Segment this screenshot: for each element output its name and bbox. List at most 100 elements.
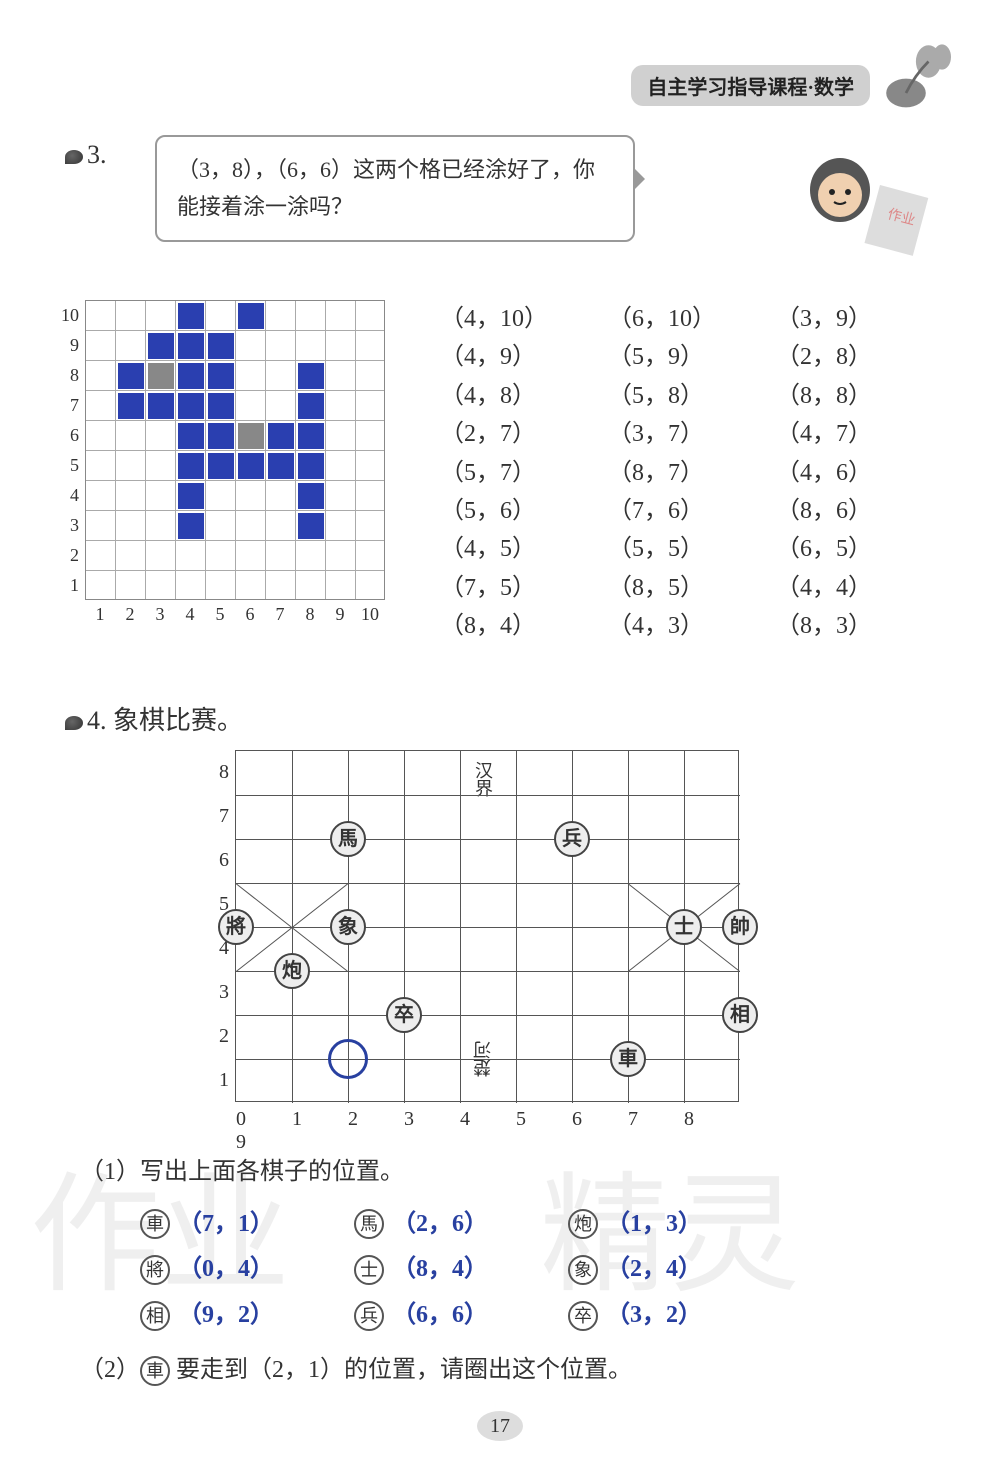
piece-icon: 卒	[568, 1301, 598, 1331]
grid-cell	[208, 333, 234, 359]
bullet-icon	[65, 716, 83, 730]
piece-icon: 士	[354, 1255, 384, 1285]
grid-cell	[148, 393, 174, 419]
coord-text: （2，8）	[776, 338, 906, 376]
page-header: 自主学习指导课程·数学	[631, 65, 870, 106]
chess-piece: 炮	[274, 953, 310, 989]
chess-piece: 將	[218, 909, 254, 945]
grid-cell	[298, 453, 324, 479]
question-4-label: 4. 象棋比赛。	[65, 700, 243, 737]
coord-text: （5，6）	[440, 492, 570, 530]
grid-y-axis: 10987654321	[55, 300, 79, 600]
answer-item: 卒 （3，2）	[568, 1293, 702, 1339]
coord-text: （4，8）	[440, 377, 570, 415]
answer-item: 馬 （2，6）	[354, 1202, 488, 1248]
coord-text: （8，7）	[608, 454, 738, 492]
coord-text: （4，9）	[440, 338, 570, 376]
grid-cell	[238, 303, 264, 329]
piece-icon: 馬	[354, 1209, 384, 1239]
grid-cell	[298, 513, 324, 539]
grid-cell	[148, 363, 174, 389]
chess-x-axis: 0123456789	[213, 1108, 739, 1154]
coord-text: （8，3）	[776, 607, 906, 645]
answer-item: 將（0，4）	[140, 1247, 274, 1293]
grid-cell	[298, 483, 324, 509]
grid-cell	[178, 303, 204, 329]
piece-icon: 車	[140, 1209, 170, 1239]
coord-text: （5，7）	[440, 454, 570, 492]
grid-cell	[118, 363, 144, 389]
sub-question-2: （2）車 要走到（2，1）的位置，请圈出这个位置。	[80, 1348, 940, 1394]
mascot-icon	[870, 30, 960, 120]
coord-text: （2，7）	[440, 415, 570, 453]
grid-cell	[178, 483, 204, 509]
grid-cell	[268, 423, 294, 449]
grid-cell	[178, 333, 204, 359]
grid-cell	[208, 363, 234, 389]
sub-question-1: （1）写出上面各棋子的位置。	[80, 1150, 940, 1196]
coordinate-list: （4，10）（6，10）（3，9）（4，9）（5，9）（2，8）（4，8）（5，…	[440, 300, 906, 646]
grid-cell	[298, 393, 324, 419]
coord-text: （8，5）	[608, 569, 738, 607]
answer-item: 車 （7，1）	[140, 1202, 274, 1248]
chess-piece: 車	[610, 1041, 646, 1077]
grid-cell	[238, 453, 264, 479]
answer-item: 兵 （6，6）	[354, 1293, 488, 1339]
answer-value: （6，6）	[392, 1293, 488, 1339]
coord-text: （3，9）	[776, 300, 906, 338]
coord-text: （8，6）	[776, 492, 906, 530]
grid-cell	[298, 423, 324, 449]
grid-cell	[208, 423, 234, 449]
coord-text: （4，3）	[608, 607, 738, 645]
character-icon: 作业	[780, 130, 940, 270]
bullet-icon	[65, 150, 83, 164]
grid-cell	[178, 453, 204, 479]
speech-bubble: （3，8），（6，6）这两个格已经涂好了，你能接着涂一涂吗？	[155, 135, 635, 242]
chess-piece: 士	[666, 909, 702, 945]
answer-value: （9，2）	[178, 1293, 274, 1339]
coord-text: （4，7）	[776, 415, 906, 453]
grid-cell	[148, 333, 174, 359]
coord-text: （5，9）	[608, 338, 738, 376]
chess-piece: 馬	[330, 821, 366, 857]
chess-piece: 卒	[386, 997, 422, 1033]
river-label-top: 汉界	[470, 761, 496, 797]
piece-icon: 象	[568, 1255, 598, 1285]
grid-x-axis: 12345678910	[85, 604, 385, 625]
answer-value: （8，4）	[392, 1247, 488, 1293]
answer-item: 炮 （1，3）	[568, 1202, 702, 1248]
grid-cell	[178, 513, 204, 539]
grid-cell	[208, 393, 234, 419]
answer-value: （1，3）	[606, 1202, 702, 1248]
coord-text: （4，4）	[776, 569, 906, 607]
grid-cell	[178, 363, 204, 389]
coord-text: （7，6）	[608, 492, 738, 530]
answer-value: （7，1）	[178, 1202, 274, 1248]
chess-piece: 象	[330, 909, 366, 945]
circle-mark	[328, 1039, 368, 1079]
piece-icon: 車	[140, 1356, 170, 1386]
answer-value: （3，2）	[606, 1293, 702, 1339]
coord-text: （5，5）	[608, 530, 738, 568]
answer-value: （2，4）	[606, 1247, 702, 1293]
answers-section: （1）写出上面各棋子的位置。 車 （7，1） 馬 （2，6） 炮 （1，3） 將（0，4） 士…	[80, 1150, 940, 1400]
coord-text: （6，5）	[776, 530, 906, 568]
piece-icon: 兵	[354, 1301, 384, 1331]
chess-piece: 帥	[722, 909, 758, 945]
piece-icon: 炮	[568, 1209, 598, 1239]
question-3-label: 3.	[65, 140, 107, 170]
coord-text: （6，10）	[608, 300, 738, 338]
answer-value: （2，6）	[392, 1202, 488, 1248]
grid-cell	[208, 453, 234, 479]
answer-item: 相 （9，2）	[140, 1293, 274, 1339]
piece-icon: 相	[140, 1301, 170, 1331]
chess-board: 87654321 汉界 楚河 馬兵將象士帥炮卒相車 0123456789	[235, 750, 739, 1102]
coordinate-grid: 10987654321 12345678910	[85, 300, 385, 600]
coord-text: （3，7）	[608, 415, 738, 453]
chess-piece: 相	[722, 997, 758, 1033]
answer-item: 象 （2，4）	[568, 1247, 702, 1293]
page-number: 17	[477, 1411, 523, 1441]
coord-text: （7，5）	[440, 569, 570, 607]
grid-cell	[238, 423, 264, 449]
answer-item: 士 （8，4）	[354, 1247, 488, 1293]
